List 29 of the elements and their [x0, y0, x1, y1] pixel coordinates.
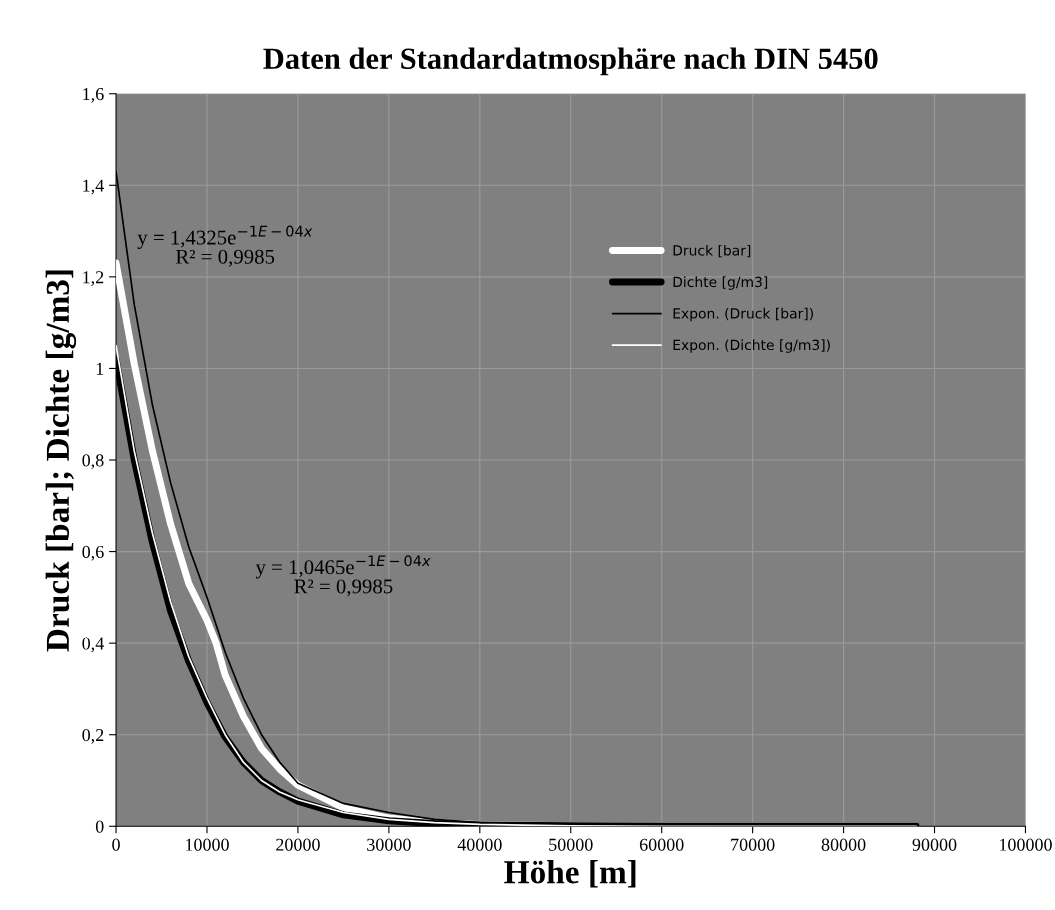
legend-label: Dichte [g/m3]: [673, 276, 768, 290]
x-tick-label: 90000: [912, 838, 957, 851]
annotation: y = 1,4325e$^{−1E−04x}$ R² = 0,9985: [137, 225, 313, 267]
x-axis-title: Höhe [m]: [504, 860, 636, 888]
x-tick-label: 0: [112, 838, 120, 851]
annotation: y = 1,0465e$^{−1E−04x}$ R² = 0,9985: [255, 555, 431, 597]
x-tick-label: 60000: [639, 838, 684, 851]
x-tick-label: 20000: [276, 838, 320, 851]
x-tick-label: 30000: [367, 838, 411, 851]
x-tick-label: 10000: [186, 838, 229, 851]
y-tick-label: 1,6: [83, 88, 104, 103]
y-tick-label: 0,8: [82, 454, 104, 470]
y-tick-label: 0: [95, 820, 104, 833]
y-tick-label: 1: [96, 362, 104, 375]
y-tick-label: 1,2: [83, 271, 104, 286]
y-tick-label: 0,6: [82, 545, 104, 561]
x-tick-label: 100000: [999, 838, 1052, 851]
y-tick-label: 1,4: [83, 179, 104, 195]
x-tick-label: 80000: [821, 838, 866, 851]
y-tick-label: 0,4: [82, 637, 104, 653]
legend-label: Expon. (Druck [bar]): [673, 307, 813, 322]
legend-label: Druck [bar]: [673, 244, 751, 258]
x-tick-label: 70000: [731, 838, 775, 851]
legend-label: Expon. (Dichte [g/m3]): [673, 339, 830, 353]
y-tick-label: 0,2: [82, 728, 104, 744]
chart-title: Daten der Standardatmosphäre nach DIN 5450: [263, 47, 878, 76]
x-tick-label: 40000: [457, 838, 502, 851]
y-axis-title: Druck [bar]; Dichte [g/m3]: [45, 270, 77, 652]
x-tick-label: 50000: [549, 838, 593, 851]
